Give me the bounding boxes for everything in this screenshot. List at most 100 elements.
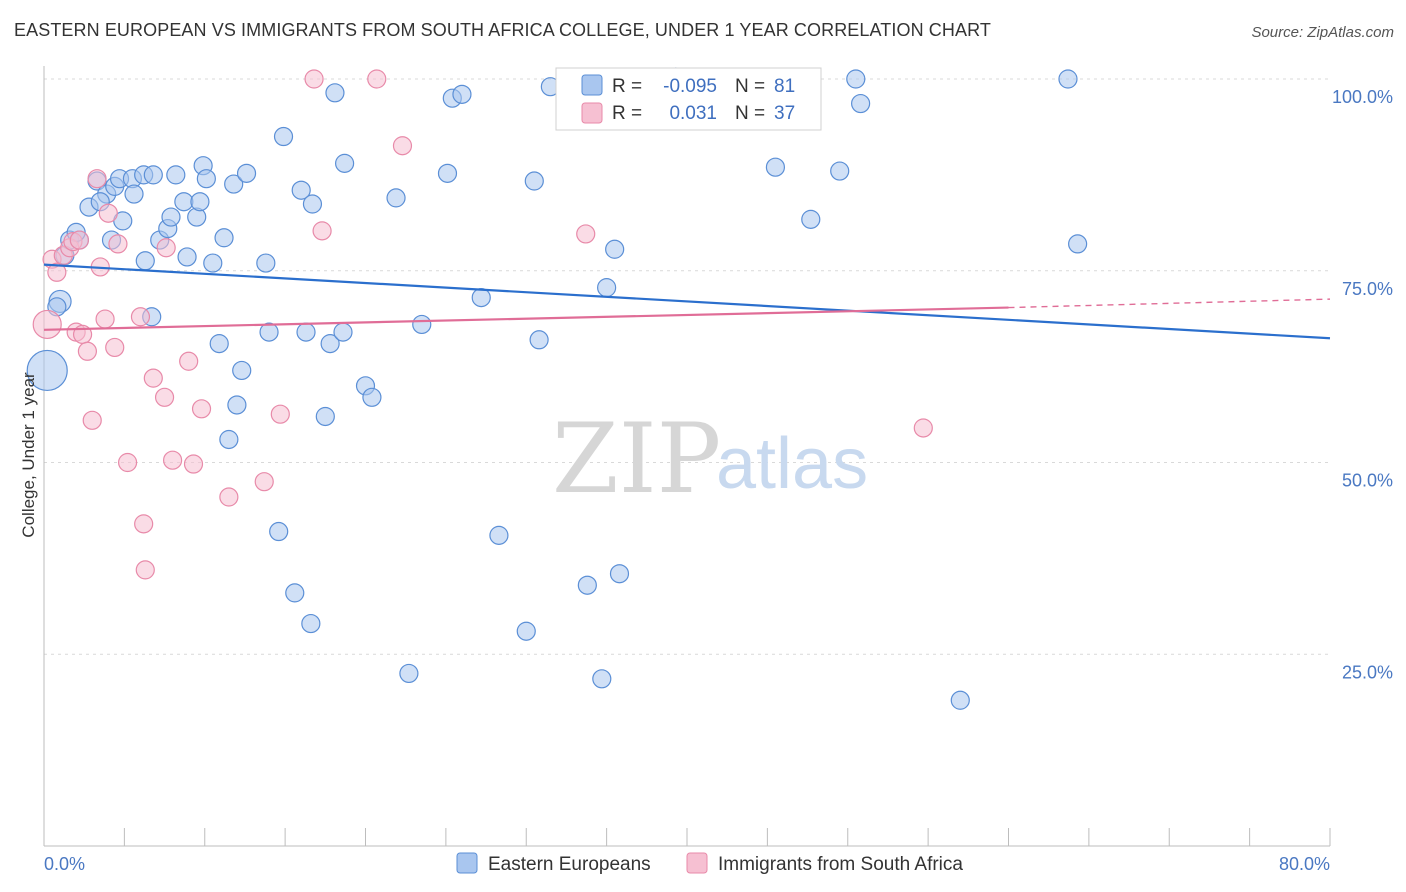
eastern-european-point bbox=[333, 322, 353, 342]
y-tick-label: 25.0% bbox=[1342, 662, 1393, 682]
south-africa-point bbox=[117, 452, 138, 473]
trend-line-south-africa bbox=[43, 306, 1009, 331]
y-tick-label: 50.0% bbox=[1342, 471, 1393, 491]
eastern-european-point bbox=[302, 194, 323, 214]
y-tick-label: 75.0% bbox=[1342, 279, 1393, 299]
legend-n-value-blue: 81 bbox=[774, 76, 795, 97]
south-africa-point bbox=[47, 262, 67, 282]
legend-r-value-pink: 0.031 bbox=[669, 103, 717, 124]
eastern-european-point bbox=[296, 322, 316, 342]
eastern-european-point bbox=[214, 228, 234, 248]
legend-n-label-pink: N = bbox=[735, 103, 765, 124]
trend-line-south-africa-extrapolated bbox=[1008, 298, 1331, 309]
y-tick-label: 100.0% bbox=[1332, 87, 1393, 107]
eastern-european-point bbox=[320, 334, 340, 354]
south-africa-point bbox=[254, 472, 274, 492]
trend-line-eastern-european bbox=[43, 263, 1331, 340]
south-africa-point bbox=[130, 307, 151, 327]
south-africa-point bbox=[32, 309, 62, 340]
eastern-european-point bbox=[1058, 69, 1078, 89]
south-africa-point bbox=[135, 560, 155, 580]
series-legend-label-pink: Immigrants from South Africa bbox=[718, 854, 963, 875]
eastern-european-point bbox=[335, 153, 355, 173]
eastern-european-point bbox=[174, 192, 194, 212]
south-africa-point bbox=[143, 368, 163, 388]
eastern-european-point bbox=[269, 521, 289, 542]
legend-n-value-pink: 37 bbox=[774, 103, 795, 124]
eastern-european-point bbox=[285, 583, 305, 603]
south-africa-point bbox=[312, 221, 332, 241]
data-points bbox=[26, 67, 1088, 710]
series-legend-swatch-pink bbox=[686, 852, 708, 874]
eastern-european-point bbox=[471, 287, 491, 308]
south-africa-point bbox=[87, 169, 107, 189]
south-africa-point bbox=[69, 230, 89, 250]
south-africa-point bbox=[270, 404, 290, 424]
eastern-european-point bbox=[259, 322, 279, 342]
south-africa-point bbox=[183, 454, 204, 474]
series-legend: Eastern Europeans Immigrants from South … bbox=[456, 852, 963, 875]
eastern-european-point bbox=[196, 169, 216, 189]
eastern-european-point bbox=[529, 330, 549, 350]
eastern-european-point bbox=[609, 564, 630, 584]
eastern-european-point bbox=[166, 165, 186, 185]
eastern-european-point bbox=[315, 406, 335, 427]
south-africa-point bbox=[82, 410, 102, 430]
eastern-european-point bbox=[177, 247, 197, 267]
eastern-european-point bbox=[209, 334, 229, 354]
south-africa-point bbox=[134, 514, 154, 534]
eastern-european-point bbox=[301, 613, 321, 634]
eastern-european-point bbox=[26, 349, 68, 392]
eastern-european-point bbox=[161, 207, 181, 227]
south-africa-point bbox=[304, 69, 324, 89]
legend-swatch-pink bbox=[581, 102, 603, 124]
legend-n-label-blue: N = bbox=[735, 76, 765, 97]
eastern-european-point bbox=[236, 163, 257, 183]
south-africa-point bbox=[105, 337, 125, 358]
south-africa-point bbox=[77, 341, 98, 361]
south-africa-point bbox=[219, 487, 239, 507]
eastern-european-point bbox=[605, 239, 625, 259]
eastern-european-point bbox=[219, 429, 239, 450]
watermark-zip: ZIP bbox=[552, 403, 721, 515]
eastern-european-point bbox=[143, 165, 163, 185]
eastern-european-point bbox=[830, 161, 850, 181]
x-tick-label: 80.0% bbox=[1279, 854, 1330, 874]
series-legend-label-blue: Eastern Europeans bbox=[488, 854, 651, 875]
eastern-european-point bbox=[190, 192, 210, 212]
eastern-european-point bbox=[203, 253, 223, 273]
trend-lines bbox=[43, 263, 1331, 340]
eastern-european-point bbox=[577, 575, 597, 595]
eastern-european-point bbox=[362, 387, 382, 407]
y-tick-labels: 25.0% 50.0% 75.0% 100.0% bbox=[1332, 87, 1393, 682]
grid-lines bbox=[44, 78, 1330, 655]
stats-legend: R = -0.095 N = 81 R = 0.031 N = 37 bbox=[555, 67, 822, 131]
eastern-european-point bbox=[412, 314, 432, 335]
eastern-european-point bbox=[592, 669, 612, 689]
eastern-european-point bbox=[516, 621, 536, 641]
chart-title: EASTERN EUROPEAN VS IMMIGRANTS FROM SOUT… bbox=[14, 20, 991, 40]
eastern-european-point bbox=[291, 180, 311, 200]
eastern-european-point bbox=[256, 253, 276, 273]
eastern-european-point bbox=[950, 690, 970, 710]
south-africa-point bbox=[154, 387, 175, 407]
south-africa-point bbox=[156, 238, 176, 258]
eastern-european-point bbox=[597, 278, 617, 298]
eastern-european-point bbox=[273, 126, 294, 147]
eastern-european-point bbox=[325, 83, 345, 103]
watermark-atlas: atlas bbox=[716, 424, 868, 504]
south-africa-point bbox=[163, 450, 183, 470]
south-africa-point bbox=[392, 136, 413, 156]
x-ticks: 0.0% 80.0% bbox=[43, 828, 1331, 874]
south-africa-point bbox=[913, 418, 933, 438]
eastern-european-point bbox=[386, 188, 406, 208]
eastern-european-point bbox=[846, 69, 866, 89]
eastern-european-point bbox=[851, 93, 871, 114]
eastern-european-point bbox=[437, 163, 458, 183]
eastern-european-point bbox=[524, 171, 544, 191]
eastern-european-point bbox=[1068, 234, 1088, 254]
south-africa-point bbox=[191, 399, 212, 419]
eastern-european-point bbox=[489, 525, 509, 545]
eastern-european-point bbox=[124, 184, 144, 204]
